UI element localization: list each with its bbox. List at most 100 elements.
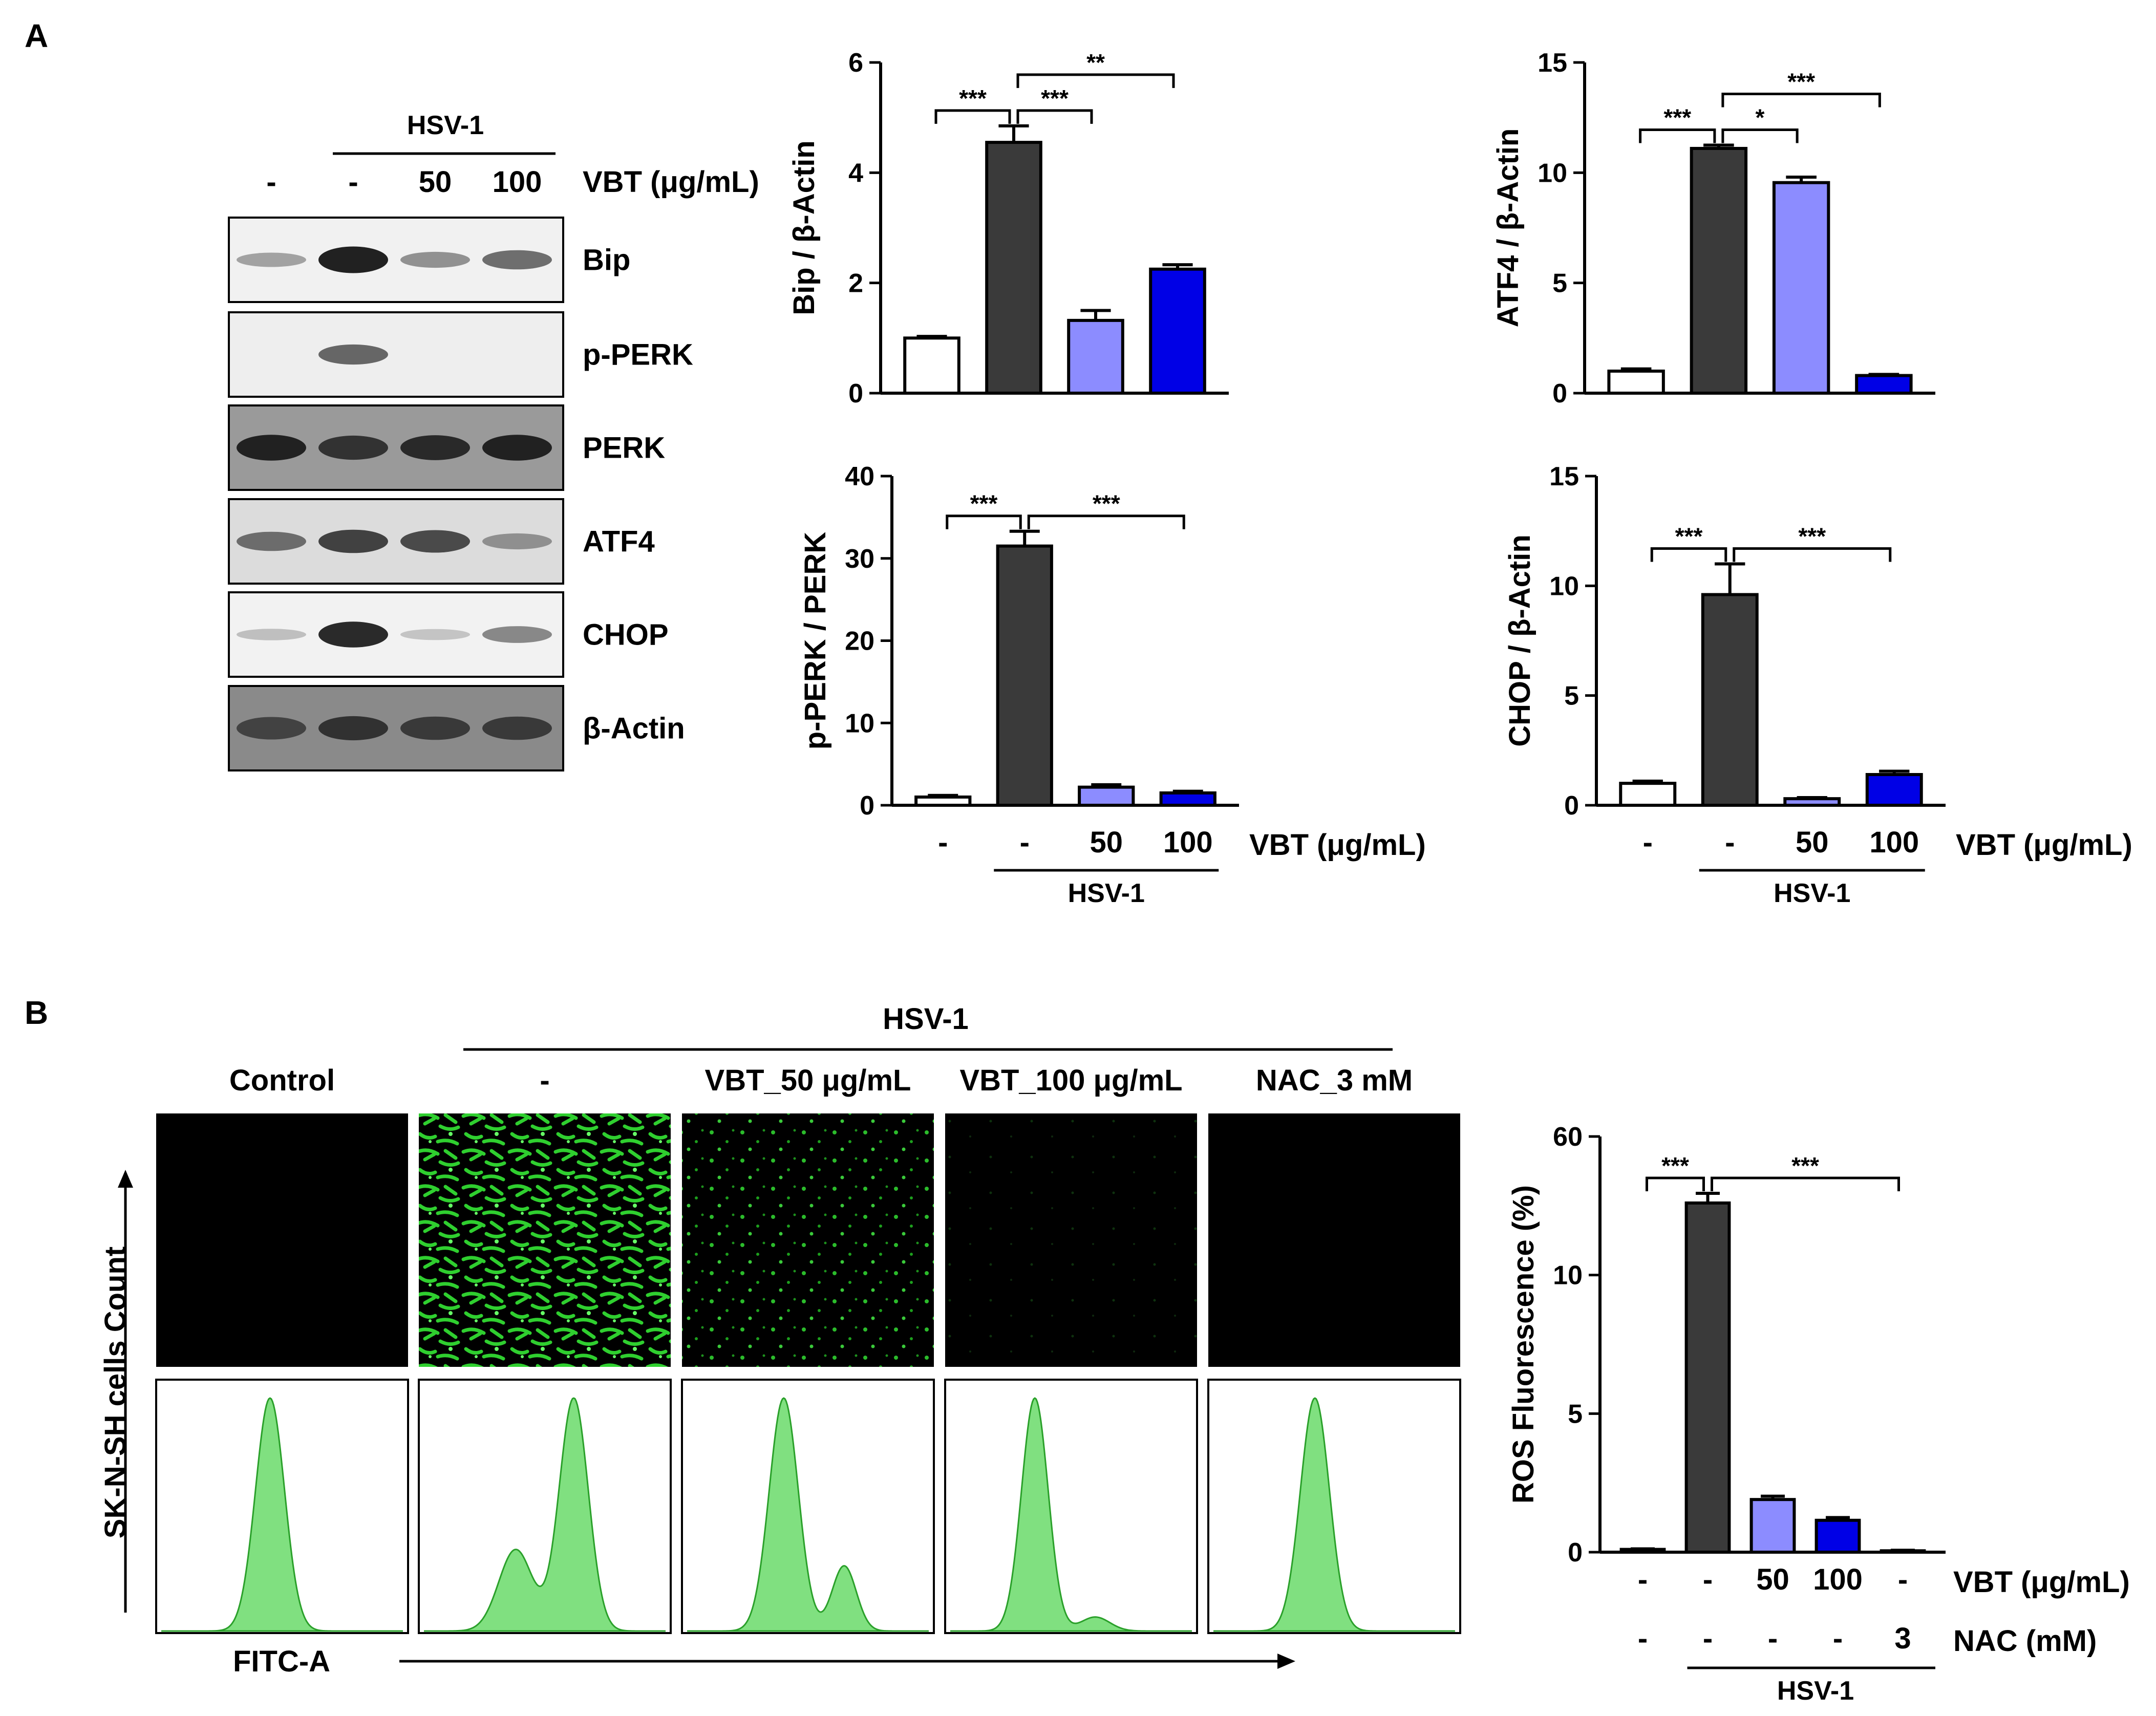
significance-label: *** (1675, 523, 1703, 549)
wb-band (482, 626, 552, 643)
y-tick-label: 0 (860, 791, 874, 821)
wb-band (237, 531, 306, 551)
bar (1783, 797, 1841, 807)
ros-vbt-label: 50 (1756, 1563, 1789, 1596)
wb-band-label: β-Actin (583, 712, 685, 745)
wb-band (237, 629, 306, 640)
histogram-curve (687, 1397, 929, 1632)
wb-band (237, 717, 306, 740)
wb-band-label: p-PERK (583, 338, 693, 372)
b-y-label: SK-N-SH cells Count (99, 1247, 132, 1538)
bar (1855, 374, 1913, 395)
significance-bracket (946, 514, 1022, 529)
significance-label: *** (1661, 1152, 1689, 1179)
significance-bracket (934, 109, 1011, 124)
histogram-curve (161, 1397, 403, 1632)
significance-label: *** (970, 490, 998, 517)
x-lane-label: - (1020, 826, 1030, 859)
b-column-title: NAC_3 mM (1256, 1064, 1413, 1097)
y-tick-label: 6 (848, 48, 863, 78)
wb-band-label: PERK (583, 432, 665, 465)
b-column-title: VBT_100 μg/mL (959, 1064, 1182, 1097)
ros-nac-label: - (1768, 1622, 1778, 1655)
y-tick-label: 0 (1564, 791, 1579, 821)
histogram-frame (944, 1379, 1198, 1634)
wb-band (400, 629, 470, 640)
ros-nac-label: 3 (1894, 1622, 1911, 1655)
y-axis-label: ROS Fluorescence (%) (1507, 1185, 1540, 1504)
fluorescence-signal (419, 1113, 671, 1367)
y-tick-label: 15 (1538, 48, 1567, 78)
wb-band (318, 621, 388, 648)
significance-label: *** (959, 85, 987, 112)
wb-band (400, 251, 470, 268)
b-y-arrowhead (118, 1170, 133, 1188)
y-tick-label: 40 (845, 462, 874, 491)
chart-pperk: 0 10 20 30 40 p-PERK / PERK *** *** (799, 462, 1239, 821)
histogram-curve (424, 1397, 666, 1632)
wb-hsv-label: HSV-1 (407, 111, 484, 140)
wb-band (318, 716, 388, 741)
wb-band-label: CHOP (583, 618, 669, 652)
significance-label: *** (1041, 85, 1069, 112)
x-dose-label: VBT (μg/mL) (1249, 828, 1426, 862)
bar (1701, 593, 1759, 807)
ros-nac-label: - (1703, 1622, 1713, 1655)
y-tick-label: 0 (1552, 379, 1567, 409)
bar (903, 336, 960, 395)
significance-bracket (1027, 514, 1185, 529)
bar (1880, 1549, 1926, 1554)
x-lane-label: 100 (1869, 826, 1919, 859)
bar (1690, 146, 1748, 395)
significance-label: *** (1093, 490, 1120, 517)
bar (1067, 318, 1124, 395)
bar (1078, 785, 1135, 807)
y-tick-label: 5 (1568, 1399, 1583, 1429)
ros-nac-label: - (1638, 1622, 1648, 1655)
y-tick-label: 5 (1564, 681, 1579, 711)
bar (1815, 1518, 1861, 1554)
significance-label: *** (1798, 523, 1826, 549)
histogram-curve (950, 1397, 1192, 1632)
wb-band (237, 252, 306, 267)
wb-lane-label: - (348, 165, 358, 199)
y-tick-label: 15 (1549, 462, 1579, 491)
significance-bracket (1639, 128, 1716, 143)
significance-bracket (1733, 547, 1892, 562)
significance-bracket (1016, 73, 1175, 88)
wb-band (482, 716, 552, 740)
y-tick-label: 10 (1549, 571, 1579, 601)
bottom-axis-left: - - 50 100 VBT (μg/mL) HSV-1 (938, 826, 1426, 908)
bar (1772, 181, 1830, 395)
x-dose-label: VBT (μg/mL) (1956, 828, 2132, 862)
bar (914, 795, 972, 807)
x-lane-label: - (1725, 826, 1735, 859)
bottom-axis-right: - - 50 100 VBT (μg/mL) HSV-1 (1643, 826, 2132, 908)
fluorescence-signal (945, 1113, 1197, 1367)
wb-band (482, 250, 552, 270)
bar (996, 544, 1053, 807)
significance-label: ** (1086, 49, 1105, 76)
bar (1149, 267, 1206, 395)
chart-ros: 0 5 10 60 ROS Fluorescence (%) *** *** - - 50 100 -… (1507, 1122, 2130, 1706)
ros-nac-label: - (1833, 1622, 1843, 1655)
wb-band (318, 435, 388, 460)
ros-row-label: VBT (μg/mL) (1953, 1565, 2130, 1599)
x-lane-label: 50 (1090, 826, 1123, 859)
y-tick-label: 60 (1553, 1122, 1583, 1152)
y-axis-label: p-PERK / PERK (799, 532, 832, 749)
wb-band (400, 530, 470, 553)
wb-band (400, 716, 470, 740)
y-tick-label: 30 (845, 544, 874, 574)
y-tick-label: 20 (845, 627, 874, 656)
b-hsv-label: HSV-1 (883, 1002, 969, 1036)
fluorescence-image (1208, 1113, 1460, 1367)
panel-label-a: A (25, 17, 48, 54)
ros-vbt-label: 100 (1813, 1563, 1863, 1596)
b-x-arrowhead (1277, 1654, 1295, 1669)
wb-band (482, 435, 552, 461)
wb-band (400, 435, 470, 460)
ros-vbt-label: - (1898, 1563, 1908, 1596)
